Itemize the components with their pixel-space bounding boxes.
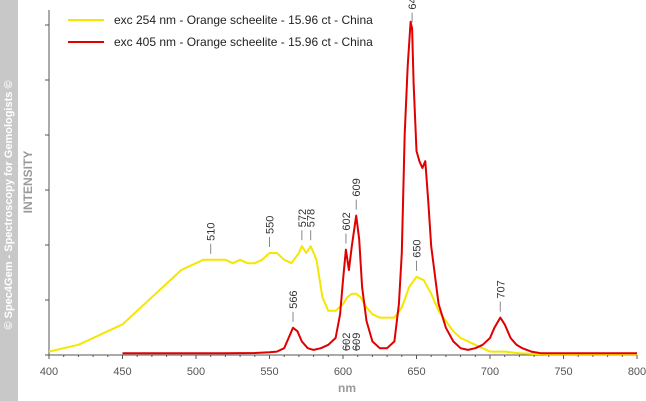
peak-label: 647 [407,0,419,10]
x-tick-label: 750 [554,366,572,378]
x-tick-label: 450 [113,366,131,378]
legend-label-1: exc 405 nm - Orange scheelite - 15.96 ct… [114,35,373,49]
peak-label: 578 [306,209,318,227]
x-tick-label: 550 [260,366,278,378]
peak-label: 572 [297,209,309,227]
series-layer [48,20,637,356]
series-line-1 [122,20,637,355]
x-axis-label: nm [338,381,356,395]
x-tick-label: 600 [334,366,352,378]
legend: exc 254 nm - Orange scheelite - 15.96 ct… [68,13,373,49]
x-tick-label: 700 [481,366,499,378]
peak-label: 510 [206,222,218,240]
peak-label: 550 [265,216,277,234]
peak-label: 609 [351,333,363,351]
series-line-0 [48,245,637,356]
peak-label: 650 [412,239,424,257]
x-tick-label: 400 [40,366,58,378]
peak-label: 602 [341,333,353,351]
x-tick-label: 500 [187,366,205,378]
y-axis-label: INTENSITY [21,151,35,214]
watermark-band: © Spec4Gem - Spectroscopy for Gemologist… [0,0,18,401]
peak-label: 602 [341,212,353,230]
x-tick-label: 800 [628,366,646,378]
peak-label: 707 [495,280,507,298]
peak-label: 609 [351,178,363,196]
x-tick-label: 650 [407,366,425,378]
legend-label-0: exc 254 nm - Orange scheelite - 15.96 ct… [114,13,373,27]
axes: 400 450 500 550 600 650 700 750 800 [40,10,646,378]
peak-label: 566 [288,290,300,308]
